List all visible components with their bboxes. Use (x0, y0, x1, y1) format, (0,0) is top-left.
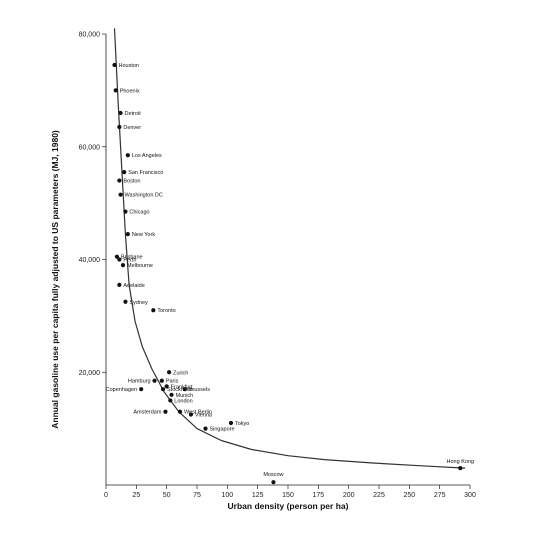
point-label-munich: Munich (176, 393, 194, 399)
point-label-paris: Paris (166, 379, 179, 385)
point-stockholm (160, 387, 166, 392)
point-los-angeles (125, 153, 130, 158)
x-tick-label: 125 (252, 492, 264, 499)
point-chicago (123, 209, 128, 214)
point-label-new-york: New York (132, 232, 155, 238)
axis-titles: Urban density (person per ha) Annual gaso… (50, 130, 349, 511)
point-label-frankfurt: Frankfurt (171, 384, 193, 390)
point-label-perth: Perth (123, 258, 136, 264)
y-axis-title: Annual gasoline use per capita fully adj… (50, 130, 60, 429)
point-hamburg (152, 378, 157, 383)
x-tick-label: 50 (163, 492, 171, 499)
x-tick-label: 175 (312, 492, 324, 499)
point-label-phoenix: Phoenix (120, 88, 140, 94)
point-vienna (188, 412, 194, 417)
point-label-toronto: Toronto (157, 308, 175, 314)
point-label-singapore: Singapore (209, 427, 234, 433)
point-copenhagen (139, 387, 144, 392)
point-adelaide (117, 282, 122, 287)
trend-curve (113, 28, 466, 469)
point-london (168, 398, 173, 403)
point-detroit (118, 110, 123, 116)
y-tick-label: 60,000 (79, 144, 101, 151)
point-washington-dc (118, 192, 123, 197)
point-label-brisbane: Brisbane (121, 255, 143, 261)
x-tick-label: 75 (193, 492, 201, 499)
y-tick-label: 80,000 (79, 32, 101, 39)
point-label-tokyo: Tokyo (235, 421, 249, 427)
point-label-hamburg: Hamburg (128, 379, 151, 385)
point-label-brussels: Brussels (189, 387, 210, 393)
point-boston (117, 178, 122, 183)
point-label-detroit: Detroit (125, 111, 142, 117)
y-tick-label: 20,000 (79, 370, 101, 377)
point-label-stockholm: Stockholm (167, 387, 193, 393)
point-label-vienna: Vienna (195, 413, 213, 419)
point-amsterdam (163, 409, 168, 414)
point-label-hong-kong: Hong Kong (447, 459, 475, 465)
point-hong-kong (458, 465, 463, 471)
point-zurich (166, 370, 172, 375)
x-tick-label: 0 (104, 492, 108, 499)
point-new-york (125, 232, 130, 237)
point-label-san-francisco: San Francisco (128, 170, 163, 176)
point-label-west-berlin: West Berlin (184, 410, 212, 416)
point-phoenix (113, 88, 118, 93)
point-sydney (123, 299, 128, 304)
x-tick-label: 150 (282, 492, 294, 499)
point-label-moscow: Moscow (263, 472, 283, 478)
point-brisbane (114, 254, 120, 259)
point-west-berlin (177, 409, 183, 414)
x-tick-label: 100 (221, 492, 233, 499)
point-label-amsterdam: Amsterdam (133, 410, 162, 416)
point-brussels (182, 387, 187, 392)
point-munich (169, 392, 174, 397)
point-singapore (203, 426, 208, 431)
point-label-denver: Denver (123, 125, 141, 131)
point-label-boston: Boston (123, 179, 140, 185)
point-perth (117, 257, 122, 262)
x-tick-label: 250 (403, 492, 415, 499)
y-tick-label: 40,000 (79, 257, 101, 264)
x-axis-title: Urban density (person per ha) (228, 501, 349, 511)
axes: 0 25 50 75 100 125 150 175 200 225 250 275 300 20,000… (79, 32, 476, 500)
x-tick-label: 275 (434, 492, 446, 499)
point-label-chicago: Chicago (129, 210, 149, 216)
trend-line (113, 28, 466, 469)
point-houston (112, 62, 117, 68)
point-toronto (151, 308, 156, 313)
x-tick-label: 25 (132, 492, 140, 499)
point-tokyo (228, 420, 234, 426)
point-moscow (271, 480, 276, 485)
point-paris (159, 378, 164, 383)
data-points: Houston Phoenix Detroit Denver Los Angeles Sa… (106, 62, 475, 485)
point-label-los-angeles: Los Angeles (132, 153, 162, 159)
x-tick-label: 300 (464, 492, 476, 499)
point-label-zurich: Zurich (173, 370, 188, 376)
x-tick-label: 200 (343, 492, 355, 499)
point-label-copenhagen: Copenhagen (106, 387, 138, 393)
point-label-washington-dc: Washington DC (125, 193, 163, 199)
point-melbourne (120, 263, 126, 268)
x-tick-label: 225 (373, 492, 385, 499)
point-frankfurt (164, 384, 169, 389)
point-label-london: London (174, 398, 192, 404)
point-label-sydney: Sydney (129, 300, 148, 306)
point-denver (117, 124, 122, 130)
point-label-melbourne: Melbourne (127, 263, 153, 269)
point-label-adelaide: Adelaide (123, 283, 144, 289)
point-san-francisco (122, 170, 127, 175)
point-label-houston: Houston (118, 63, 139, 69)
